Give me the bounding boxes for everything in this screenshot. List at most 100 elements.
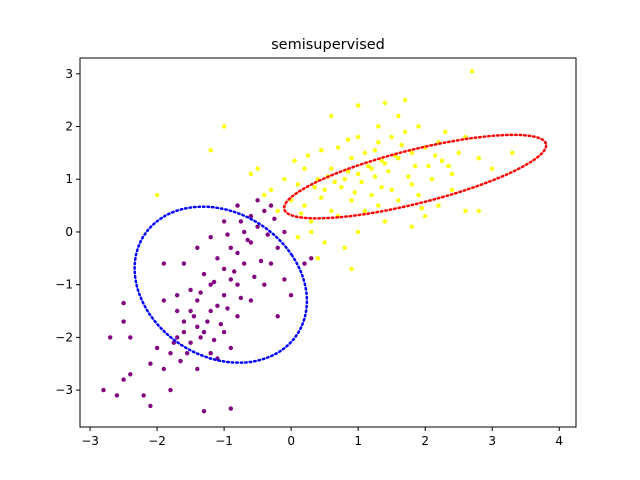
data-point <box>339 185 344 190</box>
data-point <box>205 319 210 324</box>
data-point <box>419 206 424 211</box>
data-point <box>215 303 220 308</box>
x-tick-label: 0 <box>287 434 295 448</box>
data-point <box>248 171 254 177</box>
data-point <box>198 335 203 340</box>
data-point <box>282 277 287 282</box>
data-point <box>396 113 401 119</box>
data-point <box>456 150 461 156</box>
data-point <box>175 308 180 314</box>
data-point <box>181 319 187 324</box>
cluster-ellipse <box>133 205 309 364</box>
data-point <box>252 274 257 279</box>
x-tick-label: 3 <box>488 434 496 448</box>
data-point <box>409 182 414 187</box>
data-point <box>288 293 294 298</box>
data-point <box>148 403 153 409</box>
data-point <box>258 258 264 264</box>
data-point <box>238 295 244 301</box>
data-point <box>262 208 267 214</box>
data-point <box>356 229 361 235</box>
data-point <box>292 158 297 163</box>
data-point <box>228 406 233 411</box>
data-point <box>242 229 247 235</box>
data-point <box>185 351 190 356</box>
data-point <box>108 335 113 340</box>
data-point <box>315 256 321 261</box>
data-point <box>319 148 324 153</box>
data-point <box>268 203 274 208</box>
data-point <box>409 224 414 229</box>
data-point <box>416 192 421 198</box>
data-point <box>188 308 193 314</box>
data-point <box>329 208 334 214</box>
data-point <box>349 266 354 272</box>
data-point <box>195 245 200 250</box>
data-point <box>178 358 183 364</box>
data-point <box>128 372 133 377</box>
y-tick-label: 3 <box>65 67 73 81</box>
data-point <box>201 271 207 277</box>
data-point <box>376 203 381 208</box>
data-point <box>446 163 451 169</box>
data-point <box>382 161 388 166</box>
data-point <box>282 177 287 182</box>
data-point <box>148 361 153 366</box>
data-point <box>389 134 394 140</box>
data-point <box>195 324 200 329</box>
data-point <box>382 219 388 224</box>
data-point <box>272 216 277 221</box>
data-point <box>268 261 274 266</box>
data-point <box>208 235 213 240</box>
data-point <box>168 387 173 393</box>
x-axis: −3 −2 −1 0 1 2 3 4 <box>81 427 563 448</box>
data-point <box>412 163 418 169</box>
data-point <box>154 192 160 198</box>
data-point <box>208 282 213 287</box>
y-tick-label: −3 <box>55 383 73 397</box>
data-point <box>342 245 347 250</box>
data-point <box>218 322 223 327</box>
x-tick-label: 1 <box>354 434 362 448</box>
data-point <box>235 282 240 287</box>
data-point <box>469 69 475 74</box>
data-point <box>366 163 371 169</box>
data-point <box>309 229 314 235</box>
data-point <box>225 232 230 237</box>
data-point <box>302 261 307 266</box>
data-point <box>235 203 240 208</box>
data-point <box>402 98 408 103</box>
data-point <box>181 329 187 335</box>
data-point <box>232 269 237 274</box>
data-point <box>335 145 341 150</box>
data-point <box>406 174 411 179</box>
data-point <box>238 219 244 224</box>
data-point <box>322 187 327 192</box>
data-point <box>235 314 240 319</box>
data-point <box>221 124 227 129</box>
data-point <box>168 351 173 356</box>
data-point <box>372 174 378 179</box>
data-point <box>305 153 311 158</box>
x-tick-label: −3 <box>81 434 99 448</box>
data-point <box>161 298 166 303</box>
data-point <box>295 182 300 187</box>
data-point <box>369 192 374 198</box>
data-point <box>141 393 146 398</box>
data-point <box>329 166 334 171</box>
data-point <box>463 208 468 214</box>
data-point <box>228 345 233 351</box>
data-point <box>228 245 233 250</box>
data-point <box>369 166 374 171</box>
data-point <box>211 279 217 285</box>
y-tick-label: −2 <box>55 330 73 344</box>
data-point <box>345 137 351 142</box>
data-point <box>449 187 455 192</box>
data-point <box>221 329 227 335</box>
data-point <box>175 293 180 298</box>
data-point <box>225 306 230 311</box>
x-tick-label: −2 <box>148 434 166 448</box>
data-point <box>396 198 401 203</box>
data-point <box>255 166 260 171</box>
data-point <box>476 156 481 161</box>
